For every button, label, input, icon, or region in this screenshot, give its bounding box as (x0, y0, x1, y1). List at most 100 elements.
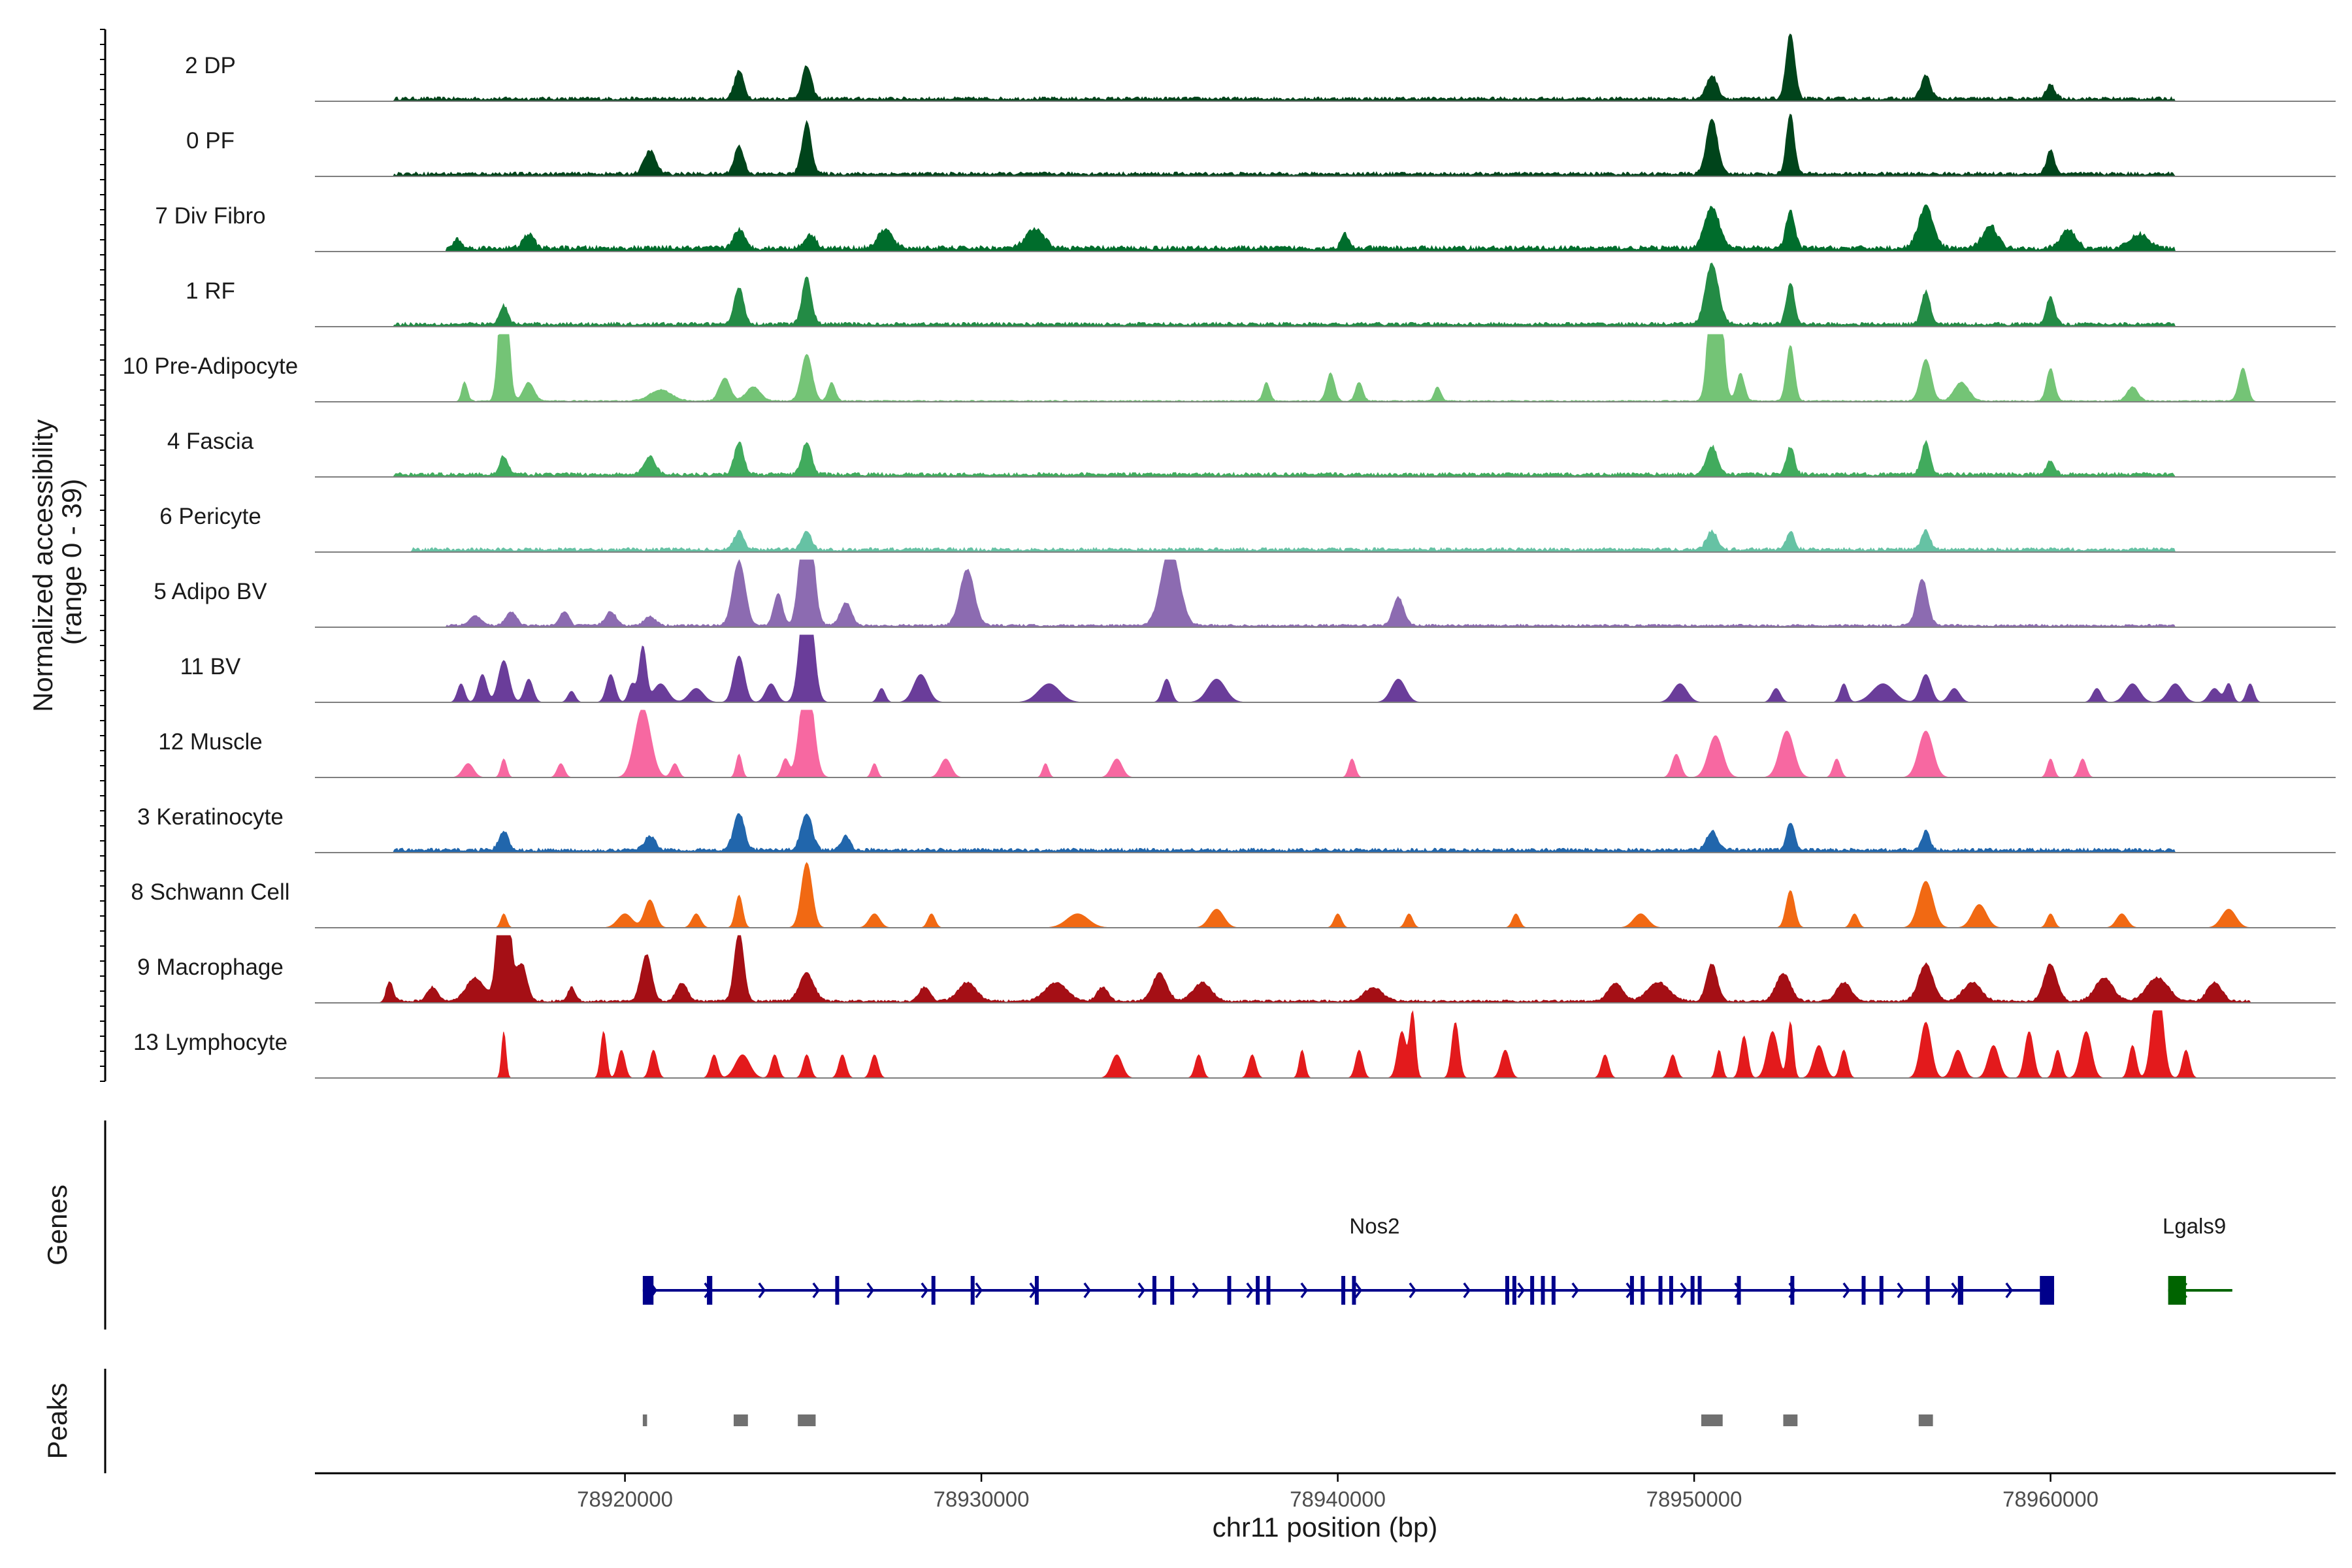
exon (1629, 1276, 1634, 1305)
exon (2040, 1276, 2055, 1305)
track-7: 6 Pericyte (159, 504, 2336, 553)
track-12: 8 Schwann Cell (131, 862, 2336, 928)
peak-region (798, 1414, 816, 1426)
exon (1697, 1276, 1702, 1305)
peaks-track (642, 1414, 1933, 1426)
track-label: 4 Fascia (167, 429, 254, 454)
exon (1352, 1276, 1356, 1305)
exon (1669, 1276, 1673, 1305)
track-5: 10 Pre-Adipocyte (123, 334, 2336, 402)
x-tick-label: 78940000 (1290, 1487, 1386, 1511)
peak-region (1701, 1414, 1723, 1426)
track-label: 8 Schwann Cell (131, 879, 289, 905)
exon (1512, 1276, 1516, 1305)
gene-label: Lgals9 (2163, 1214, 2226, 1238)
coverage-area (315, 935, 2336, 1004)
y-axis-title-line2: (range 0 - 39) (56, 479, 87, 645)
exon (1541, 1276, 1545, 1305)
exon (1925, 1276, 1930, 1305)
coverage-area (315, 862, 2336, 928)
strand-arrow (1680, 1282, 1688, 1299)
track-4: 1 RF (186, 262, 2336, 327)
exon (931, 1276, 936, 1305)
track-9: 11 BV (180, 634, 2336, 703)
x-tick-label: 78920000 (577, 1487, 673, 1511)
exon (1505, 1276, 1509, 1305)
track-14: 13 Lymphocyte (133, 1010, 2336, 1079)
strand-arrow (812, 1282, 821, 1299)
coverage-area (315, 559, 2336, 628)
exon (1737, 1276, 1741, 1305)
exon (1530, 1276, 1535, 1305)
track-label: 10 Pre-Adipocyte (123, 353, 298, 379)
track-13: 9 Macrophage (137, 935, 2336, 1004)
strand-arrow (2005, 1282, 2014, 1299)
exon (1170, 1276, 1175, 1305)
gene-nos2: Nos2 (642, 1214, 2055, 1305)
track-label: 7 Div Fibro (155, 203, 265, 229)
coverage-area (315, 334, 2336, 402)
coverage-area (315, 529, 2336, 553)
exon (1658, 1276, 1663, 1305)
peak-region (1783, 1414, 1798, 1426)
peak-region (1918, 1414, 1933, 1426)
exon (1227, 1276, 1232, 1305)
peak-region (642, 1414, 647, 1426)
strand-arrow (1083, 1282, 1092, 1299)
exon (1879, 1276, 1884, 1305)
track-label: 3 Keratinocyte (137, 804, 284, 830)
accessibility-tracks: 2 DP 0 PF 7 Div Fibro 1 RF 10 Pre-Adipocyte 4… (123, 33, 2336, 1079)
track-1: 2 DP (185, 33, 2336, 102)
x-tick-label: 78950000 (1646, 1487, 1742, 1511)
exon (1256, 1276, 1260, 1305)
track-label: 9 Macrophage (137, 955, 284, 980)
gene-lgals9: Lgals9 (2163, 1214, 2232, 1305)
coverage-area (315, 204, 2336, 252)
track-11: 3 Keratinocyte (137, 804, 2336, 853)
x-axis-title: chr11 position (bp) (1213, 1512, 1438, 1543)
exon (1861, 1276, 1866, 1305)
strand-arrow (1842, 1282, 1851, 1299)
track-2: 0 PF (186, 114, 2336, 177)
coverage-area (315, 262, 2336, 327)
strand-arrow (1571, 1282, 1580, 1299)
exon (1266, 1276, 1271, 1305)
strand-arrow (866, 1282, 875, 1299)
x-tick-label: 78960000 (2002, 1487, 2099, 1511)
strand-arrow (1409, 1282, 1417, 1299)
track-label: 11 BV (180, 654, 241, 679)
y-axis-title: Normalized accessibility (range 0 - 39) (27, 412, 87, 712)
coverage-area (315, 114, 2336, 177)
gene-label: Nos2 (1349, 1214, 1399, 1238)
peaks-track-title: Peaks (42, 1383, 73, 1460)
track-label: 1 RF (186, 278, 235, 304)
strand-arrow (1246, 1282, 1254, 1299)
exon (1641, 1276, 1645, 1305)
coverage-area (315, 634, 2336, 703)
gene-annotation-track: Nos2 Lgals9 (642, 1214, 2232, 1305)
exon (1034, 1276, 1039, 1305)
track-label: 6 Pericyte (159, 504, 261, 529)
exon (1790, 1276, 1795, 1305)
strand-arrow (1192, 1282, 1200, 1299)
exon (1341, 1276, 1346, 1305)
track-8: 5 Adipo BV (154, 559, 2336, 628)
strand-arrow (1517, 1282, 1526, 1299)
strand-arrow (1463, 1282, 1471, 1299)
strand-arrow (1300, 1282, 1309, 1299)
x-axis-ticks: 78920000 78930000 78940000 78950000 78960000 (577, 1473, 2099, 1511)
exon (1957, 1276, 1963, 1305)
track-label: 5 Adipo BV (154, 579, 267, 604)
exon (1690, 1276, 1695, 1305)
peak-region (733, 1414, 748, 1426)
strand-arrow (1897, 1282, 1905, 1299)
coverage-area (315, 710, 2336, 778)
genes-track-title: Genes (42, 1184, 73, 1266)
exon (970, 1276, 975, 1305)
strand-arrow (921, 1282, 929, 1299)
strand-arrow (1354, 1282, 1363, 1299)
strand-arrow (1951, 1282, 1959, 1299)
strand-arrow (758, 1282, 766, 1299)
track-label: 0 PF (186, 128, 235, 154)
